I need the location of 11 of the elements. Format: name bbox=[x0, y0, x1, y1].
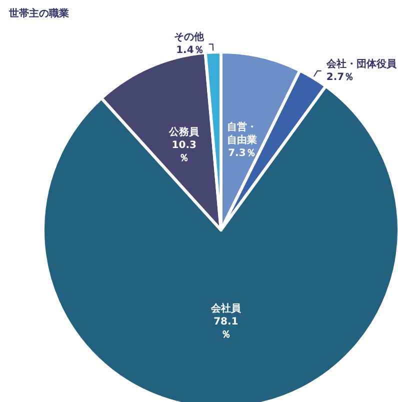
slice-label: 公務員 bbox=[168, 126, 200, 138]
data-label: 7.3％ bbox=[228, 148, 256, 159]
data-label: 1.4％ bbox=[176, 45, 204, 56]
slice-label: その他 bbox=[174, 31, 205, 44]
slice-label: 会社員 bbox=[210, 302, 242, 314]
data-label: 10.3％ bbox=[172, 140, 196, 164]
slice-label: 会社・団体役員 bbox=[325, 58, 398, 70]
slice-label: 自営・自由業 bbox=[226, 120, 257, 146]
data-label: 78.1％ bbox=[214, 316, 238, 340]
chart-title: 世帯主の職業 bbox=[8, 8, 69, 20]
data-label: 2.7％ bbox=[326, 72, 354, 83]
